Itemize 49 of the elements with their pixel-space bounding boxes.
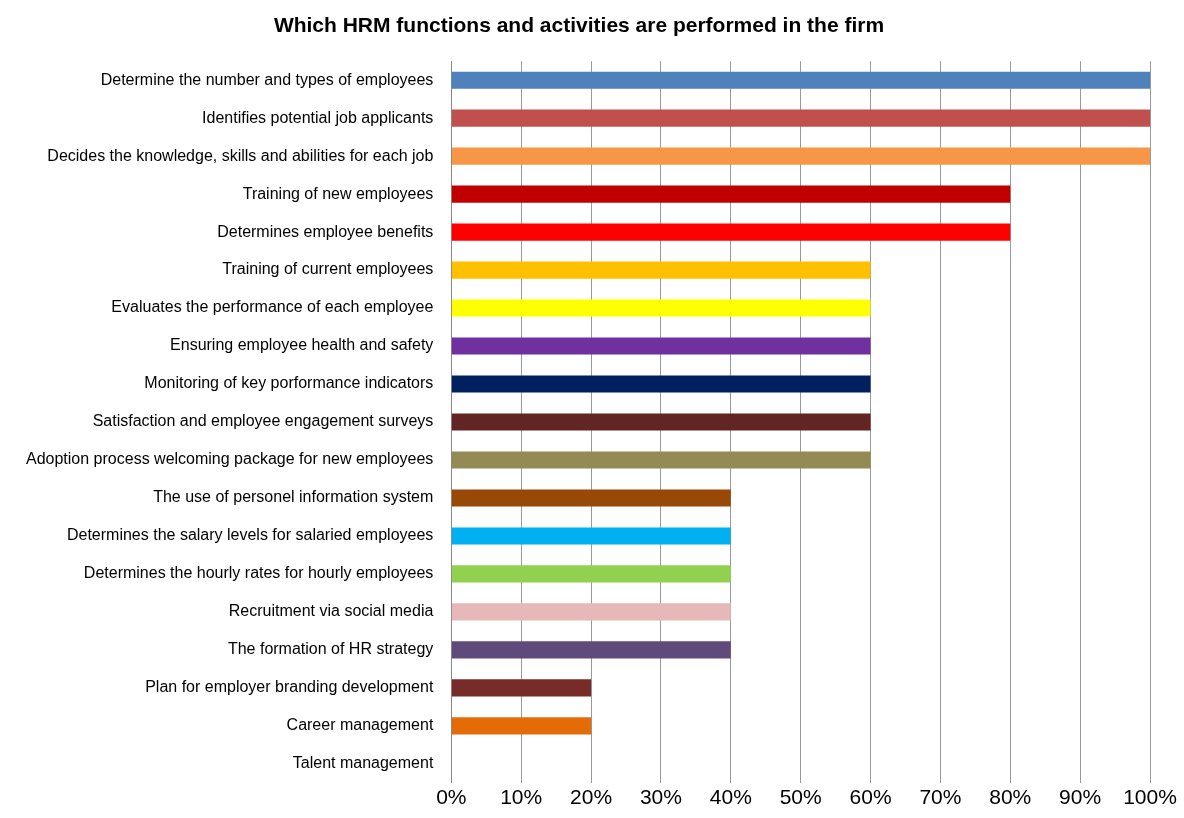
bar — [451, 109, 1150, 127]
bar — [451, 679, 592, 697]
bar — [451, 337, 871, 355]
x-tick-label: 100% — [1123, 785, 1177, 809]
x-tick-label: 70% — [919, 785, 962, 809]
bar — [451, 565, 731, 583]
y-tick-label: Ensuring employee health and safety — [170, 336, 434, 354]
y-tick-label: Evaluates the performance of each employee — [111, 298, 434, 316]
bar — [451, 223, 1011, 241]
x-tick-label: 80% — [989, 785, 1032, 809]
x-tick-label: 40% — [709, 785, 752, 809]
x-tick-label: 0% — [436, 785, 467, 809]
bar — [451, 413, 871, 431]
y-tick-label: Decides the knowledge, skills and abilities for each job — [47, 146, 434, 164]
bar — [451, 71, 1150, 89]
bar — [451, 147, 1150, 165]
bar — [451, 185, 1011, 203]
x-tick-label: 50% — [779, 785, 822, 809]
y-tick-label: Training of current employees — [222, 260, 434, 278]
y-tick-label: Adoption process welcoming package for new employees — [25, 450, 434, 468]
bar — [451, 603, 731, 621]
y-tick-label: Determines employee benefits — [217, 222, 434, 240]
y-tick-label: Talent management — [292, 754, 434, 772]
y-tick-label: Identifies potential job applicants — [202, 108, 434, 126]
bar — [451, 451, 871, 469]
bar — [451, 299, 871, 317]
x-tick-label: 20% — [570, 785, 613, 809]
y-tick-label: Satisfaction and employee engagement surveys — [92, 412, 434, 430]
y-tick-label: Determines the hourly rates for hourly employees — [83, 564, 434, 582]
y-tick-label: Career management — [286, 716, 434, 734]
y-tick-label: The formation of HR strategy — [227, 640, 434, 658]
y-tick-label: The use of personel information system — [153, 488, 434, 506]
y-tick-label: Determine the number and types of employees — [100, 70, 434, 88]
y-tick-label: Recruitment via social media — [228, 602, 434, 620]
x-tick-label: 10% — [500, 785, 543, 809]
bar — [451, 527, 731, 545]
bar — [451, 375, 871, 393]
x-tick-label: 90% — [1059, 785, 1102, 809]
bar — [451, 489, 731, 507]
chart-title: Which HRM functions and activities are performed in the firm — [273, 13, 885, 37]
bar — [451, 261, 871, 279]
y-tick-label: Training of new employees — [242, 184, 434, 202]
bar — [451, 717, 592, 735]
x-tick-label: 60% — [849, 785, 892, 809]
y-tick-label: Monitoring of key porformance indicators — [144, 374, 434, 392]
y-tick-label: Determines the salary levels for salaried employees — [66, 526, 434, 544]
y-tick-label: Plan for employer branding development — [145, 678, 434, 696]
x-tick-label: 30% — [639, 785, 682, 809]
bar — [451, 641, 731, 659]
